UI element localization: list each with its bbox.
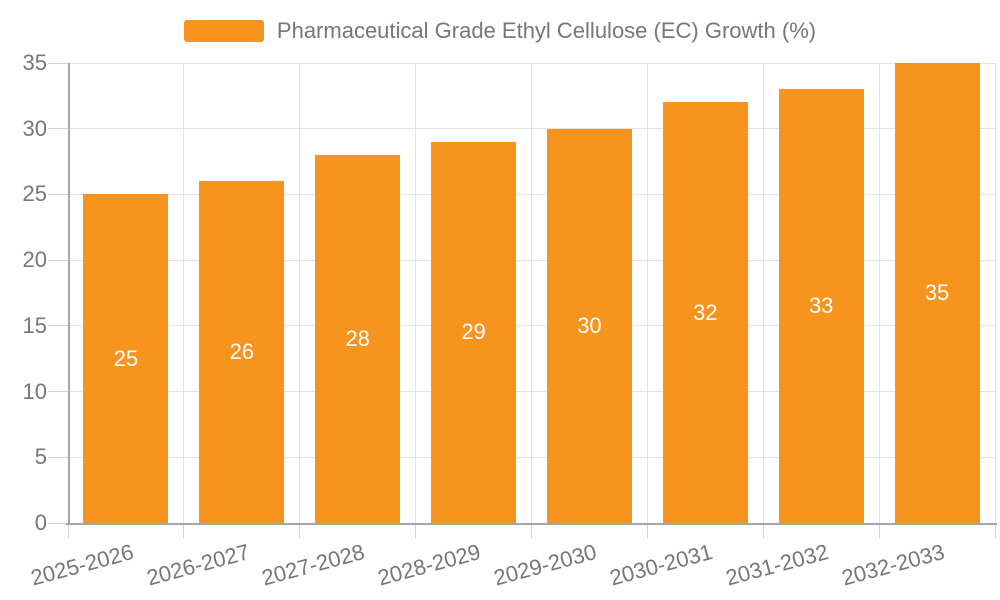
gridline-vertical <box>415 63 417 523</box>
bar-value-label: 35 <box>924 280 950 305</box>
y-axis-tick <box>48 391 68 393</box>
x-axis-tick <box>994 523 996 538</box>
y-axis-tick <box>48 522 68 524</box>
legend-swatch <box>183 20 264 42</box>
bar-value-label: 30 <box>577 312 602 338</box>
bar-value-label: 29 <box>461 319 486 345</box>
gridline-vertical <box>878 63 880 523</box>
gridline-vertical <box>646 63 648 523</box>
gridline-vertical <box>531 63 532 523</box>
x-tick-label-2032-2033: 2032-2033 <box>838 539 948 591</box>
gridline-vertical <box>299 63 301 523</box>
x-axis-line <box>66 523 997 525</box>
y-axis-tick <box>48 128 68 130</box>
x-axis-tick <box>531 523 532 538</box>
bar-2030-2031[interactable]: 32 <box>662 102 748 523</box>
x-axis-tick <box>415 523 417 538</box>
bar-value-label: 28 <box>345 326 370 351</box>
bar-2032-2033[interactable]: 35 <box>894 63 980 523</box>
bar-2029-2030[interactable]: 30 <box>546 128 632 523</box>
y-axis-tick <box>48 62 68 64</box>
bar-value-label: 26 <box>229 339 255 365</box>
chart-legend-item[interactable]: Pharmaceutical Grade Ethyl Cellulose (EC… <box>0 18 1000 44</box>
bar-value-label: 33 <box>808 293 834 319</box>
x-axis-tick <box>762 523 764 538</box>
y-tick-label: 5 <box>34 444 47 470</box>
y-tick-label: 0 <box>34 510 47 535</box>
y-tick-label: 30 <box>22 115 47 141</box>
y-tick-label: 15 <box>22 312 47 338</box>
bar-2026-2027[interactable]: 26 <box>199 181 285 523</box>
y-tick-label: 35 <box>22 50 47 75</box>
y-axis-tick <box>48 456 68 458</box>
x-axis-tick <box>878 523 880 538</box>
x-tick-label-2026-2027: 2026-2027 <box>143 539 252 591</box>
y-axis-tick <box>48 193 68 195</box>
x-axis-tick <box>183 523 185 538</box>
x-tick-label-2029-2030: 2029-2030 <box>491 539 600 591</box>
gridline-vertical <box>183 63 185 523</box>
x-tick-label-2027-2028: 2027-2028 <box>259 539 368 591</box>
bar-value-label: 25 <box>113 345 139 371</box>
y-tick-label: 10 <box>22 378 47 404</box>
gridline-vertical <box>762 63 764 523</box>
y-tick-label: 25 <box>22 181 47 207</box>
bar-2025-2026[interactable]: 25 <box>83 194 169 523</box>
legend-label: Pharmaceutical Grade Ethyl Cellulose (EC… <box>276 18 817 43</box>
x-axis-tick <box>299 523 301 538</box>
bar-2028-2029[interactable]: 29 <box>431 141 517 523</box>
x-tick-label-2031-2032: 2031-2032 <box>723 539 832 591</box>
gridline-vertical <box>994 63 996 523</box>
x-axis-tick <box>646 523 648 538</box>
bar-2027-2028[interactable]: 28 <box>315 155 401 523</box>
bar-value-label: 32 <box>693 299 718 325</box>
y-axis-line <box>68 63 70 523</box>
x-tick-label-2030-2031: 2030-2031 <box>607 539 716 591</box>
x-tick-label-2025-2026: 2025-2026 <box>27 539 136 591</box>
y-axis-tick <box>48 325 68 327</box>
bar-2031-2032[interactable]: 33 <box>778 89 864 523</box>
x-axis-tick <box>67 523 69 538</box>
y-axis-tick <box>48 259 68 261</box>
x-tick-label-2028-2029: 2028-2029 <box>375 539 484 591</box>
plot-area: 0 5 10 15 20 25 30 35 25 2025-2026 26 2026-2027 28 20… <box>23 52 997 590</box>
y-tick-label: 20 <box>22 247 47 273</box>
